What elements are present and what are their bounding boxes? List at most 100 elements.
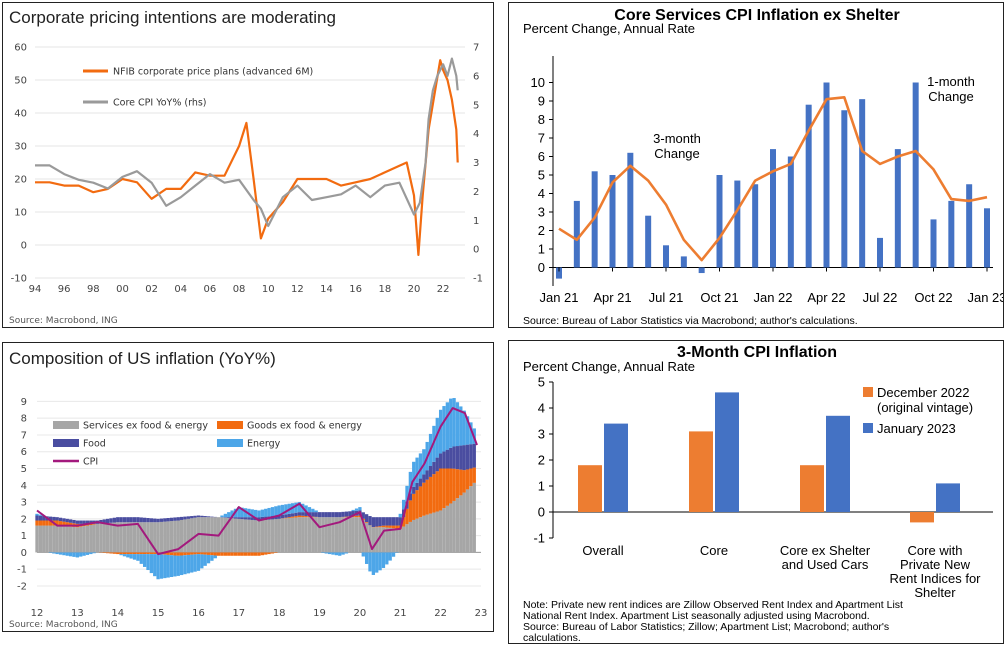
bar-food	[311, 512, 315, 517]
bar-services	[58, 525, 63, 553]
bar-services	[378, 527, 382, 553]
bar-food	[432, 461, 436, 475]
x-tick-label: 20	[354, 608, 367, 619]
bar-food	[422, 474, 426, 483]
bar-goods	[65, 522, 69, 527]
bar-food	[428, 465, 433, 477]
bar-services	[72, 526, 76, 553]
bar-energy	[85, 552, 90, 555]
bar-services	[253, 520, 258, 553]
bar-energy	[173, 555, 177, 577]
bar-services	[52, 525, 56, 553]
bar-energy	[183, 555, 187, 575]
bar-energy	[280, 504, 285, 515]
bar-goods	[462, 470, 466, 493]
bar-energy	[196, 554, 201, 571]
bar-energy	[257, 510, 261, 518]
bar-services	[89, 525, 93, 553]
y-tick-label: 6	[21, 447, 27, 458]
bar-services	[149, 522, 154, 553]
bar-services	[173, 520, 177, 553]
bar-goods	[62, 521, 66, 527]
legend-swatch	[863, 423, 873, 433]
bar-food	[203, 516, 207, 518]
bar-jan2023	[936, 483, 960, 512]
bar-services	[465, 489, 470, 553]
bar-goods	[469, 468, 473, 487]
legend-label: December 2022	[877, 385, 970, 400]
bar-services	[183, 519, 187, 553]
bar-goods	[449, 468, 453, 504]
bar-goods	[122, 552, 127, 555]
bar-goods	[452, 468, 456, 501]
bar-food	[179, 516, 184, 520]
bar-energy	[163, 554, 167, 579]
bar-energy	[455, 402, 460, 447]
bar-food	[200, 515, 204, 518]
bar-food	[425, 470, 429, 480]
bar-energy	[341, 552, 345, 555]
y-tick-label: -2	[17, 581, 27, 592]
bar-energy	[304, 505, 308, 513]
bar-food	[304, 512, 308, 517]
bar-food	[408, 493, 413, 501]
bar-food	[341, 511, 345, 517]
bar-goods	[149, 552, 154, 555]
bar-services	[344, 517, 349, 553]
bar-energy	[136, 554, 140, 561]
y-left-tick-label: 0	[21, 241, 27, 252]
bar-food	[109, 518, 113, 523]
y-left-tick-label: -10	[11, 274, 27, 285]
bar-services	[418, 517, 423, 553]
bar-energy	[297, 502, 302, 513]
bar-food	[116, 517, 120, 523]
bar-services	[169, 521, 174, 553]
legend-label: Food	[83, 439, 106, 450]
bar-energy	[364, 552, 369, 564]
bar-services	[425, 514, 429, 553]
bar-energy	[327, 552, 332, 555]
bar-food	[247, 517, 251, 520]
legend-swatch	[863, 387, 873, 397]
bar-goods	[418, 486, 423, 518]
bar-energy	[193, 554, 197, 572]
bar-energy	[260, 509, 265, 517]
bar-food	[274, 515, 278, 520]
bar-food	[142, 517, 147, 523]
bar-energy	[149, 554, 154, 574]
bar-services	[45, 525, 49, 553]
bar-food	[381, 517, 386, 526]
bar-energy	[354, 508, 359, 511]
bar-goods	[422, 482, 426, 516]
bar-energy	[237, 507, 241, 518]
bar-energy	[203, 554, 207, 566]
x-tick-label: 13	[71, 608, 84, 619]
bar-services	[55, 525, 59, 553]
bar-energy	[240, 507, 244, 518]
bar-food	[102, 519, 106, 524]
chart-composition: Composition of US inflation (YoY%) 9 8 7 6 5…	[9, 349, 487, 630]
bar-services	[327, 517, 332, 553]
bar-food	[156, 518, 160, 523]
bar-services	[385, 527, 389, 553]
bar-goods	[435, 471, 439, 512]
bar-food	[65, 518, 69, 523]
bar-services	[432, 512, 436, 553]
bar-goods	[472, 467, 476, 483]
bar-energy	[68, 552, 73, 557]
bar-goods	[216, 552, 221, 556]
bar-goods	[274, 552, 278, 553]
bar-services	[472, 482, 476, 553]
bar-food	[227, 517, 231, 519]
bar-goods	[395, 525, 399, 529]
bar-food	[112, 517, 117, 523]
y-right-tick-label: 7	[473, 43, 479, 54]
series-label-3month: 3-month	[653, 131, 701, 146]
bar-services	[412, 519, 416, 553]
bar-energy	[378, 552, 382, 571]
bar-goods	[415, 490, 419, 519]
bar-goods	[405, 508, 409, 525]
bar-goods	[55, 520, 59, 526]
chart-title: Composition of US inflation (YoY%)	[9, 349, 276, 368]
bar-energy	[119, 554, 123, 556]
